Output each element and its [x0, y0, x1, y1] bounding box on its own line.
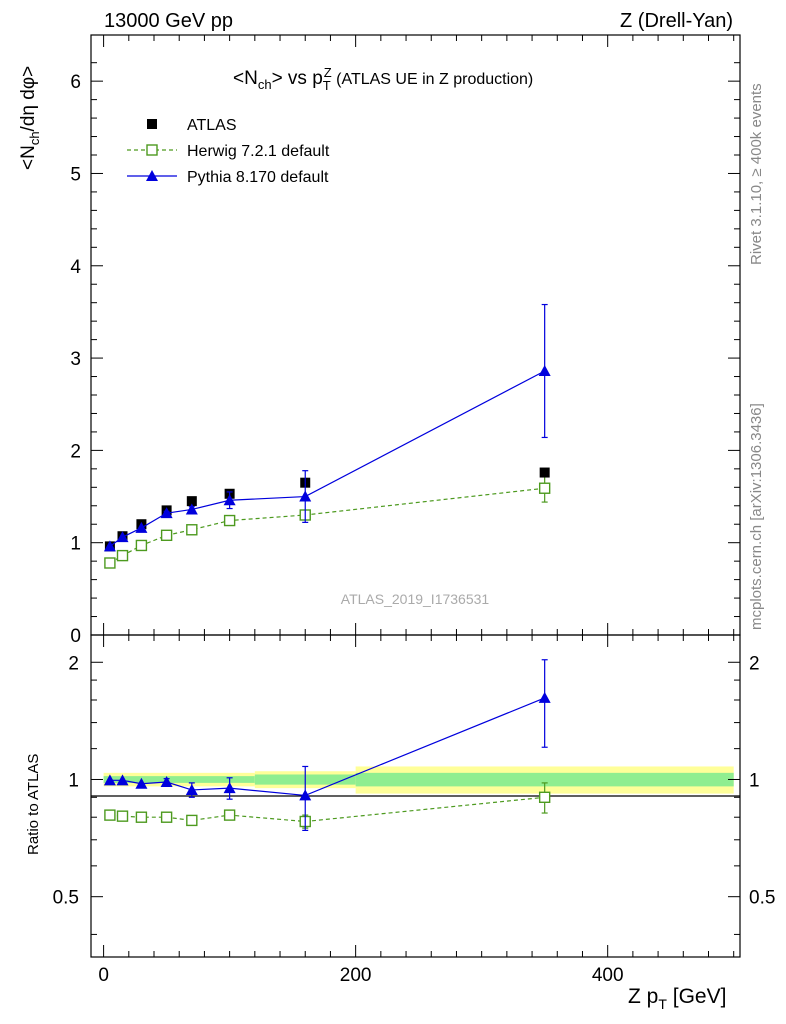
ratio-y-tick-labels: 0.5 0.5 1 1 2 2: [53, 653, 776, 908]
herwig-ratio-point: [223, 809, 236, 821]
title-part-f: (ATLAS UE in Z production): [332, 71, 534, 88]
pythia-data-point: [299, 490, 312, 502]
herwig-ratio-point: [104, 809, 116, 821]
rivet-label: Rivet 3.1.10, ≥ 400k events: [748, 83, 765, 265]
title-part-a: <N: [233, 68, 258, 89]
pythia-data-point: [103, 540, 116, 552]
mcplots-label: mcplots.cern.ch [arXiv:1306.3436]: [748, 403, 765, 630]
pythia-data-point: [185, 503, 198, 515]
legend: ATLAS Herwig 7.2.1 default Pythia 8.170 …: [127, 117, 330, 186]
xlabel-part-a: Z p: [628, 985, 658, 1008]
main-series: [103, 303, 551, 569]
ratio-y-tick-label-right: 0.5: [749, 888, 775, 909]
title-part-e: Z: [324, 65, 332, 80]
ratio-y-tick-label-left: 0.5: [53, 888, 79, 909]
pythia-ratio-point: [299, 789, 312, 801]
herwig-ratio-point: [135, 811, 148, 823]
main-y-tick-label: 5: [70, 164, 81, 185]
legend-label-atlas: ATLAS: [187, 117, 237, 134]
atlas-data-point: [539, 467, 550, 478]
ratio-ticks: [91, 635, 740, 957]
x-tick-label: 0: [98, 965, 109, 986]
legend-marker-atlas: [147, 119, 157, 129]
ratio-y-tick-label-left: 1: [68, 770, 79, 791]
x-tick-labels: 0 200 400: [98, 965, 623, 986]
herwig-data-point: [104, 557, 116, 569]
herwig-ratio-point: [186, 814, 198, 827]
herwig-ratio-line: [109, 796, 545, 823]
legend-marker-herwig: [146, 144, 158, 156]
atlas-data-point: [186, 496, 197, 507]
ylabel-part-a: <N: [18, 145, 39, 170]
herwig-data-point: [223, 514, 236, 527]
ratio-series: [103, 659, 551, 831]
ratio-y-axis-label: Ratio to ATLAS: [25, 754, 42, 855]
herwig-data-point: [160, 529, 173, 542]
pythia-ratio-point: [538, 691, 551, 703]
pythia-ratio-point: [116, 774, 129, 786]
ratio-frame: [90, 634, 741, 958]
main-y-tick-label: 0: [70, 626, 81, 647]
ratio-panel: 0.5 0.5 1 1 2 2 0 200 400 Ratio to ATLAS Z pT […: [25, 634, 776, 1012]
main-y-tick-label: 6: [70, 72, 81, 93]
pythia-ratio-point: [223, 782, 236, 794]
ratio-band-inner: [355, 772, 734, 787]
herwig-ratio-point: [116, 810, 129, 822]
ratio-band-inner: [103, 776, 255, 783]
x-axis-label: Z pT [GeV]: [628, 985, 726, 1012]
x-tick-label: 400: [592, 965, 624, 986]
legend-label-pythia: Pythia 8.170 default: [187, 169, 329, 186]
pythia-data-point: [538, 365, 551, 376]
ylabel-part-c: /dη dφ>: [18, 66, 39, 132]
pythia-ratio-point: [160, 776, 173, 788]
herwig-data-point: [116, 549, 129, 562]
herwig-line: [109, 487, 545, 564]
xlabel-part-b: T: [658, 996, 667, 1012]
header-right: Z (Drell-Yan): [620, 10, 733, 32]
legend-label-herwig: Herwig 7.2.1 default: [187, 143, 330, 160]
ratio-y-tick-label-left: 2: [68, 653, 79, 674]
ratio-y-tick-label-right: 2: [749, 653, 760, 674]
title-part-c: > vs p: [272, 68, 323, 89]
pythia-data-point: [223, 494, 236, 506]
x-tick-label: 200: [340, 965, 372, 986]
herwig-data-point: [135, 539, 148, 552]
pythia-ratio-point: [135, 777, 148, 789]
pythia-data-point: [160, 507, 173, 519]
title-part-d: T: [323, 78, 331, 93]
legend-marker-pythia: [146, 170, 158, 181]
analysis-watermark: ATLAS_2019_I1736531: [341, 591, 490, 607]
herwig-data-point: [186, 524, 198, 536]
herwig-ratio-point: [160, 811, 173, 823]
xlabel-part-c: [GeV]: [667, 985, 727, 1008]
header-left: 13000 GeV pp: [104, 10, 233, 32]
ylabel-part-b: ch: [27, 131, 42, 145]
main-y-tick-label: 1: [70, 534, 81, 555]
title-part-b: ch: [258, 77, 272, 92]
ratio-y-tick-label-right: 1: [749, 770, 760, 791]
herwig-data-point: [538, 482, 551, 494]
main-y-tick-labels: 0 1 2 3 4 5 6: [70, 72, 81, 647]
pythia-ratio-point: [103, 774, 116, 786]
pythia-line: [109, 370, 545, 547]
plot-title: <Nch> vs pTZ (ATLAS UE in Z production): [233, 65, 533, 93]
pythia-ratio-point: [185, 783, 198, 795]
pythia-data-point: [135, 521, 148, 533]
herwig-ratio-point: [538, 791, 551, 803]
main-y-tick-label: 3: [70, 349, 81, 370]
main-y-axis-label: <Nch/dη dφ>: [18, 66, 42, 170]
main-y-tick-label: 2: [70, 441, 81, 462]
main-y-tick-label: 4: [70, 257, 81, 278]
pythia-data-point: [116, 531, 129, 543]
main-ticks: [91, 35, 740, 636]
